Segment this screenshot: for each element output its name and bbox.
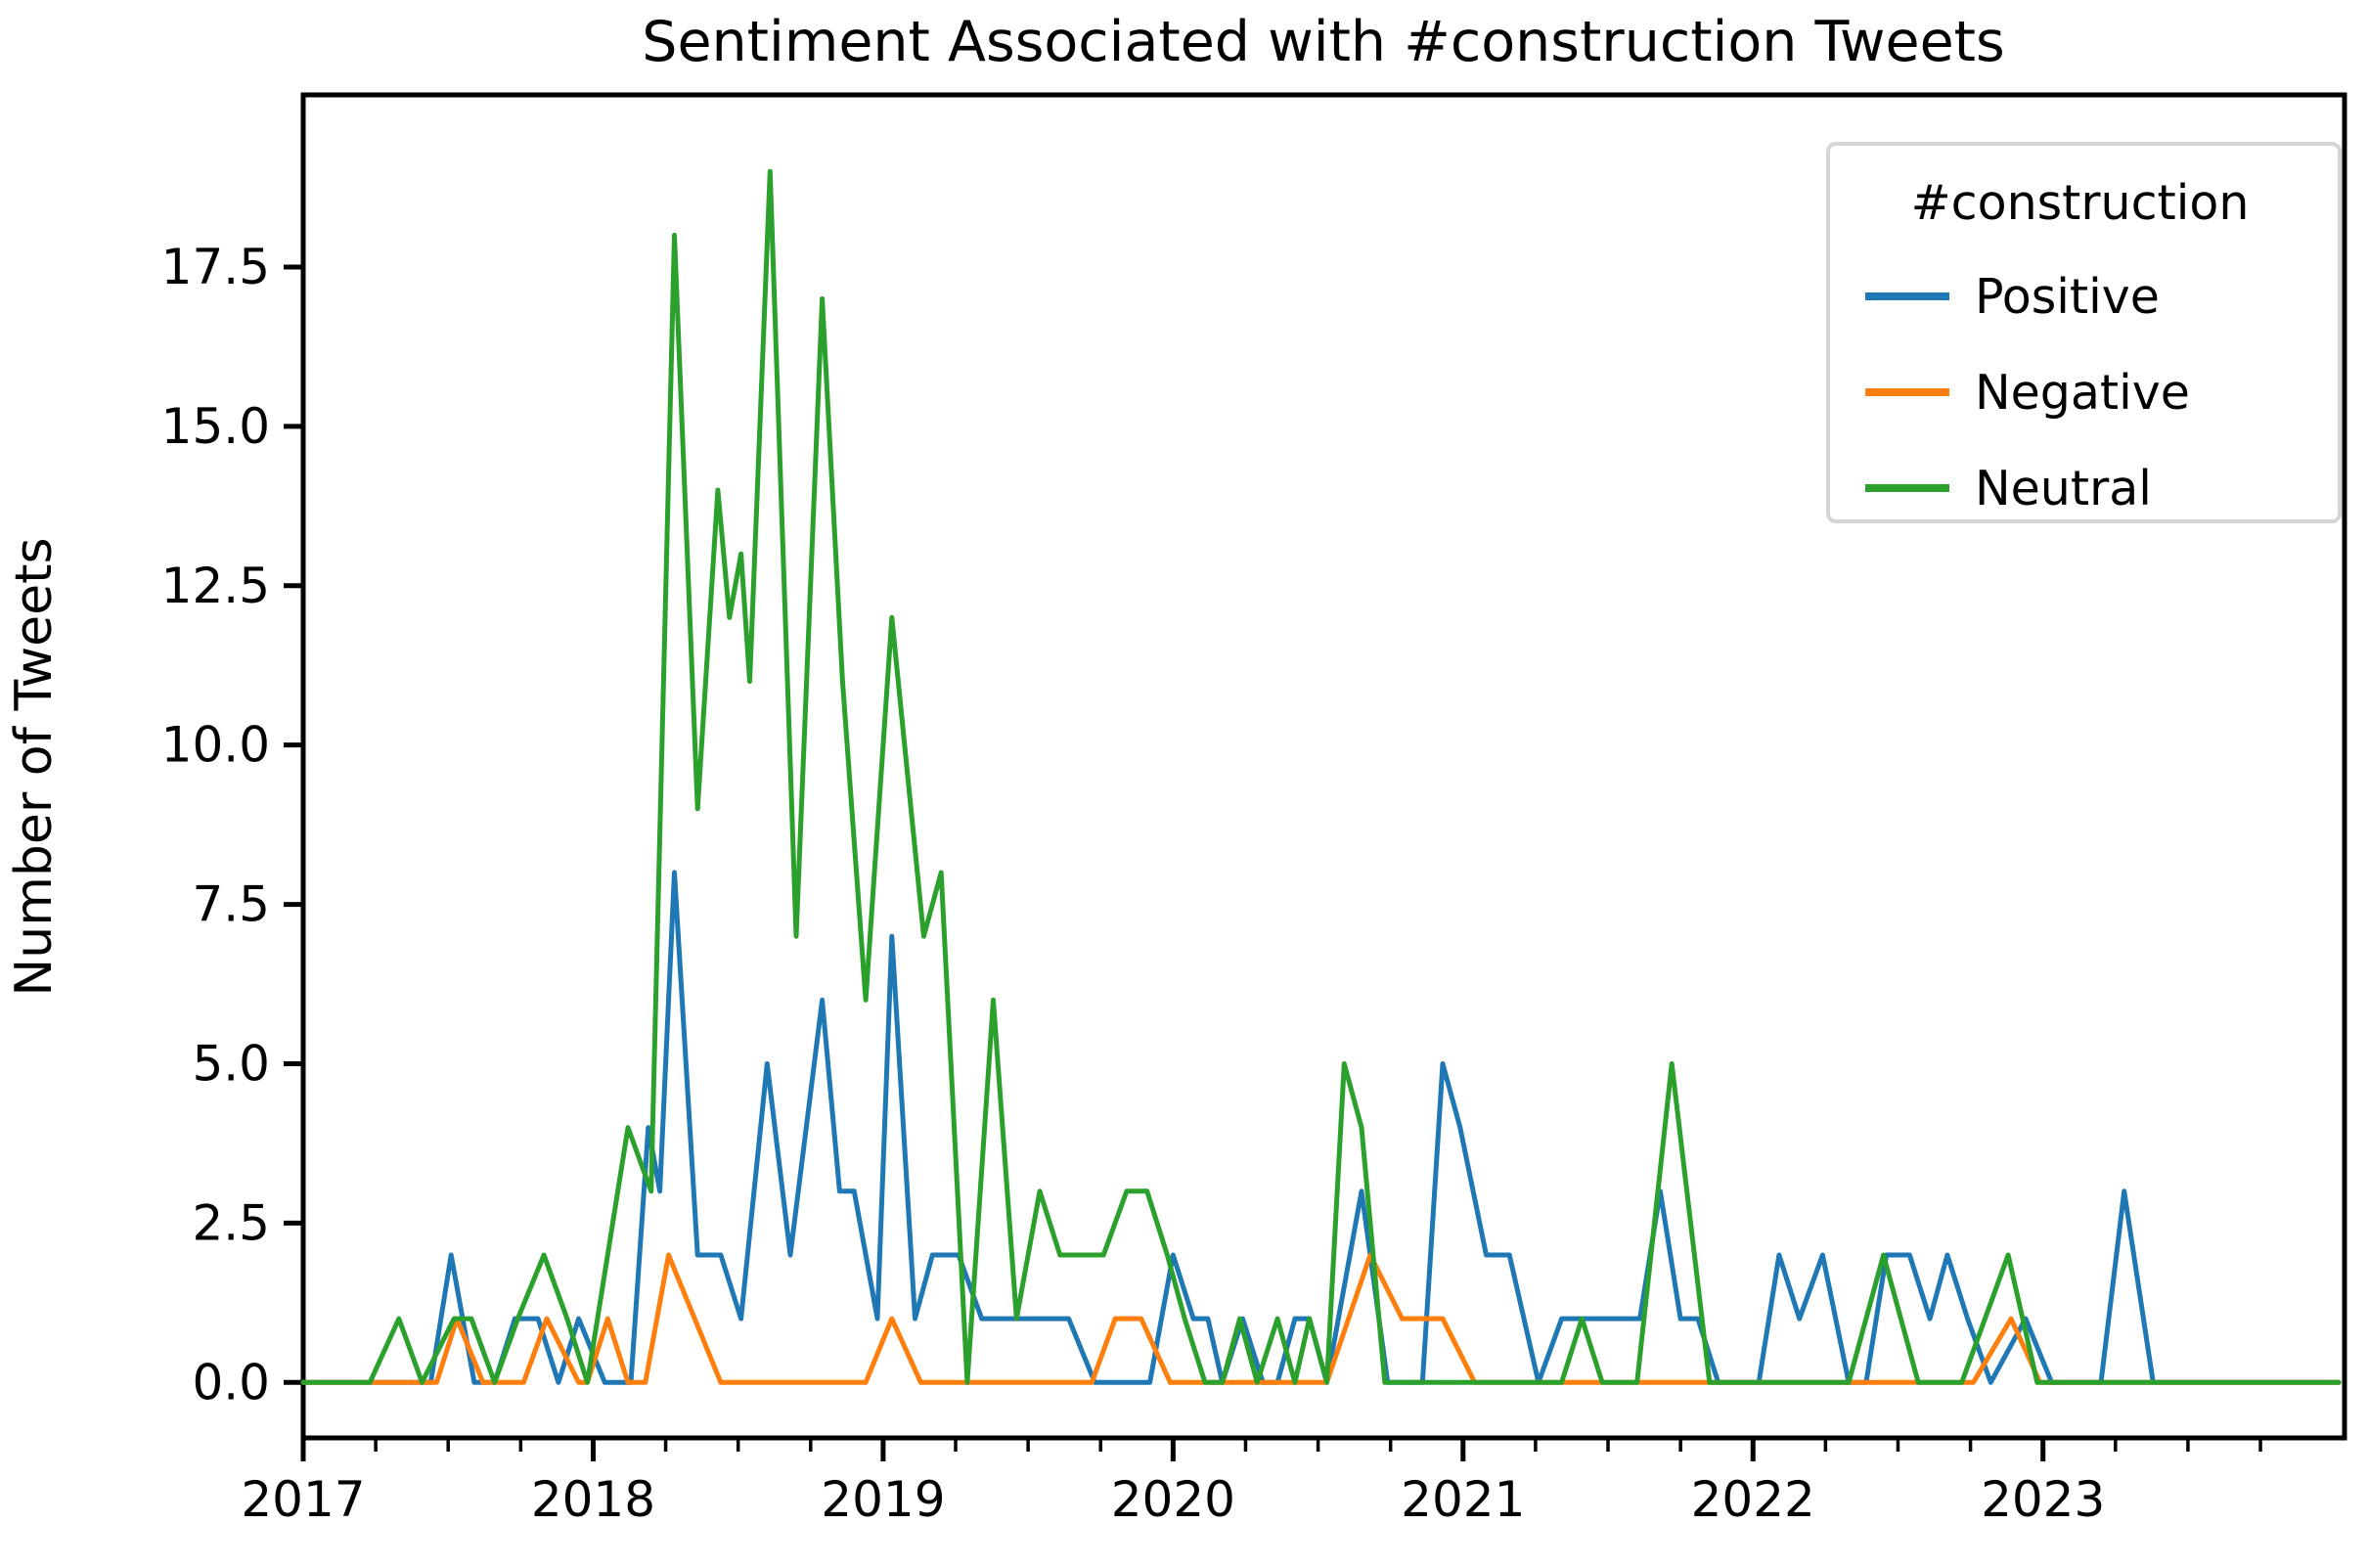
x-tick-label: 2018: [531, 1471, 655, 1528]
series-line-neutral: [300, 168, 2342, 1385]
x-tick-label: 2023: [1981, 1471, 2105, 1528]
y-axis-ticks: 0.0 2.5 5.0 7.5 10.0 12.5 15.0 17.5: [161, 239, 303, 1411]
y-tick-label: 12.5: [161, 558, 270, 614]
chart-title: Sentiment Associated with #construction …: [642, 10, 2004, 74]
axes-spines: [300, 92, 2347, 1441]
y-tick-label: 7.5: [192, 876, 270, 933]
x-tick-label: 2022: [1691, 1471, 1815, 1528]
legend-box: [1826, 142, 2342, 523]
y-tick-label: 5.0: [192, 1035, 270, 1092]
series-line-negative: [300, 1252, 2342, 1385]
y-tick-label: 0.0: [192, 1354, 270, 1411]
x-tick-label: 2017: [241, 1471, 365, 1528]
series-lines: [300, 168, 2342, 1385]
y-tick-label: 17.5: [161, 239, 270, 295]
x-tick-label: 2020: [1111, 1471, 1235, 1528]
legend-label-neutral: Neutral: [1975, 461, 2152, 516]
legend-title: #construction: [1911, 175, 2250, 231]
x-tick-label: 2021: [1401, 1471, 1525, 1528]
y-tick-label: 2.5: [192, 1194, 270, 1251]
legend-label-positive: Positive: [1975, 269, 2160, 325]
y-tick-label: 15.0: [161, 398, 270, 455]
legend: #construction Positive Negative Neutral: [1826, 142, 2342, 523]
legend-label-negative: Negative: [1975, 365, 2190, 421]
series-line-positive: [300, 870, 2342, 1385]
plot-frame: [300, 92, 2347, 1441]
x-tick-label: 2019: [821, 1471, 945, 1528]
y-tick-label: 10.0: [161, 717, 270, 774]
x-axis-ticks: 2017 2018 2019 2020 2021 2022 2023: [241, 1438, 2262, 1528]
y-axis-label: Number of Tweets: [5, 537, 64, 996]
